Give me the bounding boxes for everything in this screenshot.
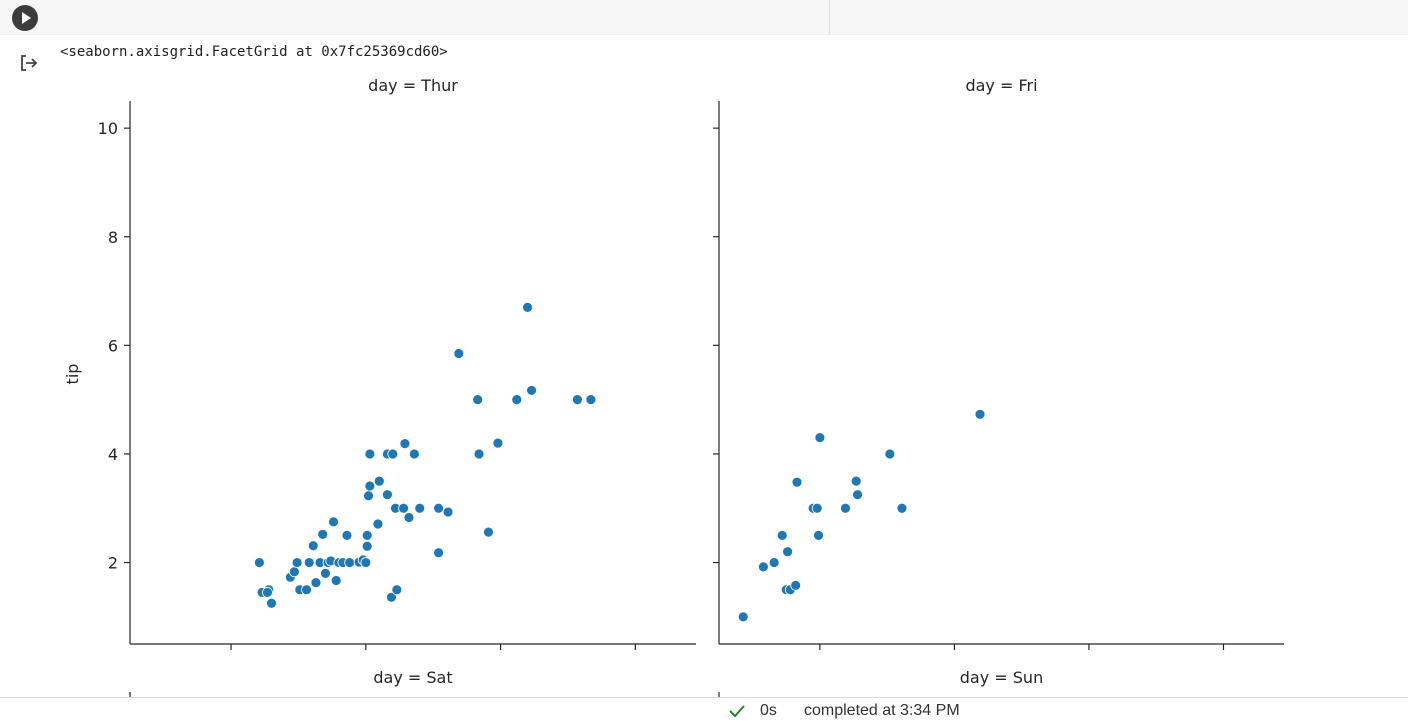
scatter-point: [307, 540, 319, 552]
scatter-point: [433, 502, 445, 514]
scatter-point: [301, 584, 312, 596]
scatter-point: [473, 448, 485, 460]
scatter-point: [372, 518, 384, 530]
y-axis-label: tip: [63, 364, 82, 385]
y-tick-label: 8: [108, 228, 118, 247]
status-bar: 0s completed at 3:34 PM: [0, 697, 1408, 723]
scatter-point: [896, 502, 908, 514]
scatter-point: [585, 394, 597, 406]
output-arrow-icon: [21, 55, 38, 71]
facet-sun: day = Sun: [718, 668, 1043, 697]
run-cell-button[interactable]: [12, 5, 38, 31]
scatter-point: [814, 432, 826, 444]
scatter-point: [310, 577, 322, 589]
scatter-point: [852, 489, 863, 501]
scatter-point: [320, 568, 331, 579]
scatter-point: [408, 448, 420, 460]
scatter-point: [328, 516, 339, 528]
scatter-point: [522, 301, 533, 313]
toolbar-divider: [829, 0, 830, 34]
scatter-point: [974, 408, 986, 420]
scatter-point: [791, 476, 803, 488]
elapsed-time: 0s: [760, 702, 777, 719]
scatter-point: [361, 540, 373, 552]
scatter-point: [253, 557, 265, 568]
play-icon: [22, 12, 31, 24]
facet-title: day = Fri: [965, 76, 1037, 95]
scatter-point: [850, 475, 862, 487]
facet-thur: day = Thur 2 4 6 8 10: [98, 76, 696, 650]
scatter-point: [386, 591, 397, 603]
scatter-point: [526, 385, 537, 396]
scatter-point: [364, 448, 376, 460]
scatter-point: [289, 566, 300, 578]
scatter-point: [433, 547, 445, 559]
check-icon: [729, 705, 745, 718]
facet-sat: day = Sat: [129, 668, 453, 697]
scatter-point: [768, 557, 780, 568]
scatter-point: [360, 557, 372, 568]
scatter-point: [483, 526, 494, 538]
facet-title: day = Thur: [368, 76, 458, 95]
scatter-point: [399, 438, 411, 450]
facet-title: day = Sun: [960, 668, 1043, 687]
scatter-point: [572, 394, 583, 406]
facet-fri: day = Fri: [713, 76, 1284, 650]
facet-grid-chart: day = Thur 2 4 6 8 10 day = Fri day = Sat day…: [63, 76, 1284, 697]
y-tick-label: 2: [108, 554, 118, 573]
scatter-point: [344, 557, 356, 568]
scatter-point: [303, 557, 315, 568]
cell-toolbar: [0, 0, 1408, 35]
scatter-point: [472, 394, 484, 406]
scatter-point: [414, 502, 426, 514]
scatter-point: [391, 584, 403, 596]
scatter-point: [291, 557, 303, 568]
scatter-point: [317, 528, 329, 540]
scatter-point: [361, 529, 373, 541]
scatter-point: [363, 490, 374, 502]
scatter-point: [364, 480, 376, 492]
scatter-point: [511, 394, 523, 406]
scatter-point: [492, 437, 504, 449]
scatter-point: [442, 506, 454, 518]
scatter-point: [453, 348, 465, 359]
scatter-point: [790, 579, 802, 591]
scatter-point: [373, 475, 385, 487]
y-tick-label: 10: [98, 119, 118, 138]
cell-output-repr: <seaborn.axisgrid.FacetGrid at 0x7fc2536…: [60, 44, 448, 60]
scatter-point: [387, 448, 399, 460]
y-tick-label: 4: [108, 445, 118, 464]
scatter-point: [782, 546, 794, 558]
facet-title: day = Sat: [373, 668, 452, 687]
scatter-point: [398, 502, 409, 514]
scatter-point: [403, 512, 415, 523]
scatter-point: [341, 529, 353, 541]
scatter-point: [266, 597, 277, 609]
scatter-point: [884, 448, 896, 460]
scatter-point: [776, 529, 788, 541]
scatter-point: [737, 611, 749, 623]
scatter-point: [330, 575, 342, 586]
scatter-point: [840, 502, 851, 514]
scatter-point: [811, 502, 823, 514]
scatter-point: [813, 529, 824, 541]
scatter-point: [381, 489, 393, 501]
completion-status: completed at 3:34 PM: [804, 702, 960, 719]
y-tick-label: 6: [108, 336, 118, 355]
scatter-point: [757, 561, 769, 573]
scatter-point: [262, 587, 273, 598]
